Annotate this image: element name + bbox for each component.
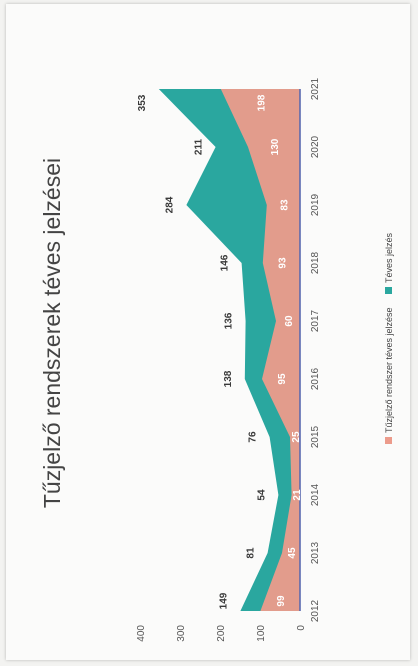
x-tick-label: 2018 <box>310 251 321 274</box>
y-tick-label: 400 <box>136 625 147 642</box>
data-label-series1: 130 <box>270 138 281 155</box>
x-tick-label: 2019 <box>310 193 321 216</box>
y-tick-label: 0 <box>296 625 307 631</box>
data-label-series2: 211 <box>194 138 205 155</box>
data-label-series2: 54 <box>256 489 267 501</box>
legend-swatch-series2 <box>385 287 392 294</box>
x-tick-label: 2016 <box>310 367 321 390</box>
chart-title: Tűzjelző rendszerek téves jelzései <box>39 158 65 508</box>
y-tick-label: 200 <box>216 625 227 642</box>
area-series-tuzjelzo-rendszer <box>220 89 300 611</box>
data-label-series1: 21 <box>292 489 303 501</box>
x-tick-label: 2017 <box>310 309 321 332</box>
x-tick-label: 2021 <box>310 77 321 100</box>
data-label-series1: 99 <box>276 595 287 607</box>
x-tick-label: 2014 <box>310 483 321 506</box>
y-tick-label: 100 <box>256 625 267 642</box>
data-label-series2: 146 <box>220 254 231 271</box>
legend-label-series1: Tűzjelző rendszer téves jelzése <box>384 307 394 433</box>
data-label-series1: 83 <box>279 199 290 211</box>
data-label-series1: 60 <box>284 315 295 327</box>
data-label-series1: 45 <box>287 547 298 559</box>
data-label-series1: 198 <box>256 94 267 111</box>
legend: Tűzjelző rendszer téves jelzése Téves je… <box>384 232 394 444</box>
data-label-series2: 138 <box>223 370 234 387</box>
data-label-series2: 76 <box>248 431 259 443</box>
x-tick-label: 2012 <box>310 599 321 622</box>
plot-area: 0 100 200 300 400 2012 2013 2014 2015 2016 2017 201… <box>136 77 321 641</box>
data-label-series2: 353 <box>137 94 148 111</box>
y-tick-label: 300 <box>176 625 187 642</box>
x-tick-label: 2013 <box>310 541 321 564</box>
x-tick-label: 2020 <box>310 135 321 158</box>
legend-label-series2: Téves jelzés <box>384 232 394 283</box>
x-tick-label: 2015 <box>310 425 321 448</box>
data-label-series2: 81 <box>246 547 257 559</box>
legend-swatch-series1 <box>385 437 392 444</box>
data-label-series2: 136 <box>224 312 235 329</box>
area-series-teves-jelzes <box>158 89 300 611</box>
data-label-series1: 93 <box>277 257 288 269</box>
data-label-series2: 284 <box>164 196 175 213</box>
data-label-series1: 25 <box>291 431 302 443</box>
data-label-series1: 95 <box>277 373 288 385</box>
data-label-series2: 149 <box>218 592 229 609</box>
